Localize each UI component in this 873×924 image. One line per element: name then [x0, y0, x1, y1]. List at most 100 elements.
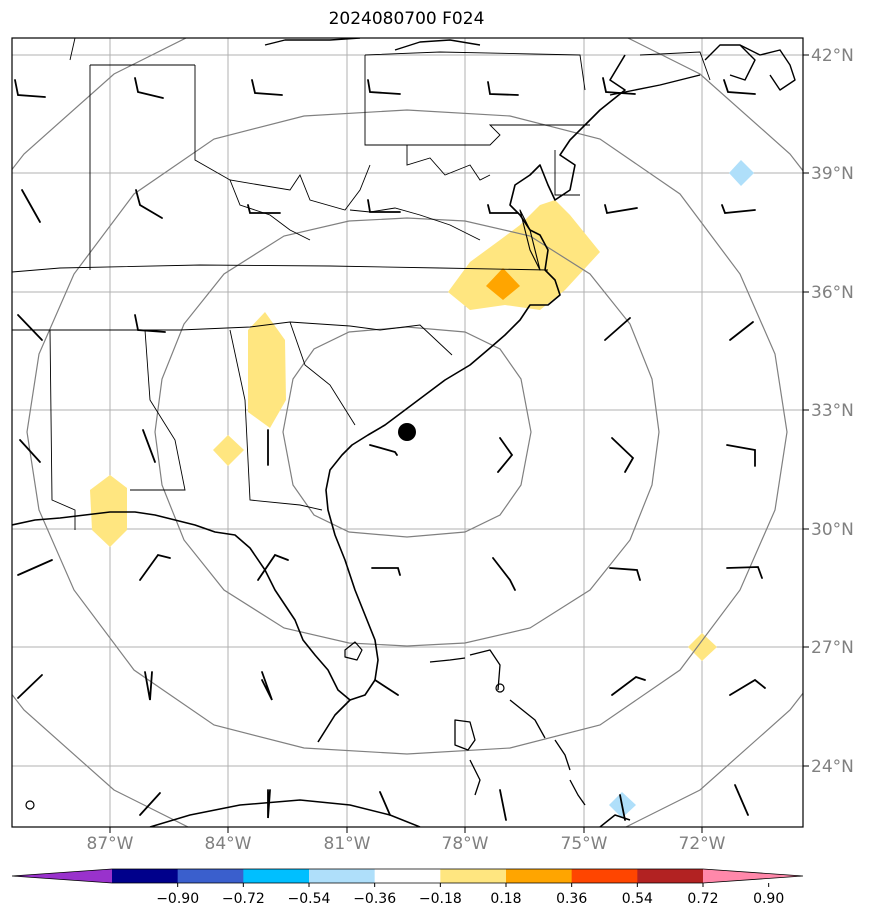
wind-barb — [144, 671, 153, 701]
wind-barb — [17, 674, 43, 699]
wind-barb — [729, 678, 766, 696]
wind-barb — [247, 204, 281, 214]
lon-label-87w: 87°W — [87, 834, 134, 854]
lat-label-30n: 30°N — [811, 520, 854, 540]
florida-keys — [317, 699, 351, 743]
wind-barb — [139, 553, 171, 581]
wind-barb — [726, 444, 756, 467]
wind-barb — [261, 671, 273, 701]
colorbar-segment — [374, 869, 441, 883]
colorbar-tick-label: 0.54 — [622, 891, 653, 907]
range-ring-2 — [154, 217, 660, 647]
graticule — [12, 38, 803, 827]
wind-barb — [611, 437, 635, 473]
wind-barb — [729, 321, 754, 341]
range-ring-1 — [282, 326, 532, 538]
range-rings — [12, 38, 803, 827]
lat-label-42n: 42°N — [811, 46, 854, 66]
lake-okeechobee — [344, 641, 363, 661]
bahamas-cat — [554, 739, 571, 771]
wind-barb — [379, 791, 391, 816]
wind-barb — [723, 79, 756, 95]
lat-label-24n: 24°N — [811, 757, 854, 777]
colorbar-tick-label: 0.72 — [687, 891, 718, 907]
wind-barb — [604, 204, 638, 215]
lon-label-81w: 81°W — [324, 834, 371, 854]
state-borders — [12, 38, 711, 530]
anomaly-area-atlantic — [688, 633, 717, 661]
wind-barb — [142, 429, 156, 463]
wind-barb — [367, 199, 401, 213]
great-lakes-ontario — [394, 39, 481, 51]
colorbar-extend-high — [703, 869, 803, 883]
anomaly-area-alabama — [213, 435, 244, 466]
bahamas-exuma — [509, 699, 546, 739]
colorbar-tick-label: −0.36 — [353, 891, 396, 907]
wind-barb — [19, 439, 41, 463]
map-title: 2024080700 F024 — [328, 9, 485, 29]
wind-barbs — [14, 77, 766, 821]
wind-barb — [611, 675, 646, 696]
lat-label-27n: 27°N — [811, 638, 854, 658]
anomaly-area-georgia — [248, 312, 286, 428]
colorbar-segment — [440, 869, 507, 883]
great-lakes-erie — [264, 38, 361, 46]
colorbar-tick-label: 0.90 — [753, 891, 784, 907]
lon-label-75w: 75°W — [561, 834, 608, 854]
map-frame — [11, 37, 804, 828]
colorbar-segment — [177, 869, 244, 883]
bahamas-long — [569, 779, 586, 806]
wind-barb — [374, 679, 399, 696]
wind-barb — [602, 77, 636, 95]
anomaly-area-virginia-core — [486, 268, 520, 300]
colorbar-tick-label: 0.18 — [490, 891, 521, 907]
colorbar-tick-label: −0.54 — [288, 891, 331, 907]
wind-barb — [619, 794, 626, 821]
bahamas-grand — [429, 657, 466, 663]
colorbar-segment — [112, 869, 179, 883]
new-england-coast — [739, 44, 796, 91]
wind-barb — [499, 789, 507, 821]
lon-label-78w: 78°W — [442, 834, 489, 854]
longitude-labels: 87°W 84°W 81°W 78°W 75°W 72°W — [87, 834, 726, 854]
colorbar-tick-label: −0.72 — [222, 891, 265, 907]
wind-barb — [726, 566, 763, 579]
lon-label-72w: 72°W — [679, 834, 726, 854]
wind-barb — [371, 567, 401, 576]
wind-barb — [139, 792, 161, 816]
wind-barb — [14, 79, 46, 98]
anomaly-area-blue-north — [729, 160, 754, 186]
wind-barb — [492, 557, 516, 591]
lat-label-36n: 36°N — [811, 283, 854, 303]
range-ring-3 — [26, 109, 788, 755]
colorbar-segment — [571, 869, 638, 883]
wind-barb — [135, 189, 163, 219]
cape-cod — [704, 44, 756, 81]
wind-barb — [497, 437, 514, 473]
colorbar-segment — [309, 869, 376, 883]
colorbar-segment — [637, 869, 704, 883]
colorbar-extend-low — [12, 869, 112, 883]
wind-barb — [17, 314, 43, 341]
wind-barb — [134, 314, 166, 333]
wind-barb — [17, 559, 53, 576]
wind-barb — [257, 553, 289, 581]
colorbar-segment — [506, 869, 573, 883]
wind-barb — [251, 79, 283, 96]
range-ring-4 — [12, 38, 803, 827]
bahamas-abaco — [469, 649, 501, 691]
chesapeake-bay — [519, 209, 541, 271]
anomaly-area-virginia — [448, 200, 600, 310]
colorbar-tick-label: −0.18 — [419, 891, 462, 907]
colorbar-tick-label: 0.36 — [556, 891, 587, 907]
wind-barb — [721, 204, 756, 214]
lat-label-39n: 39°N — [811, 164, 854, 184]
gulf-island — [25, 800, 35, 810]
wind-barb — [367, 79, 401, 95]
colorbar: −0.90 −0.72 −0.54 −0.36 −0.18 0.18 0.36 0.54 0.7… — [11, 868, 804, 907]
colorbar-segment — [243, 869, 310, 883]
storm-center-marker — [398, 423, 416, 441]
wind-barb — [604, 317, 631, 341]
colorbar-tick-label: −0.90 — [156, 891, 199, 907]
anomaly-shading — [90, 160, 754, 818]
